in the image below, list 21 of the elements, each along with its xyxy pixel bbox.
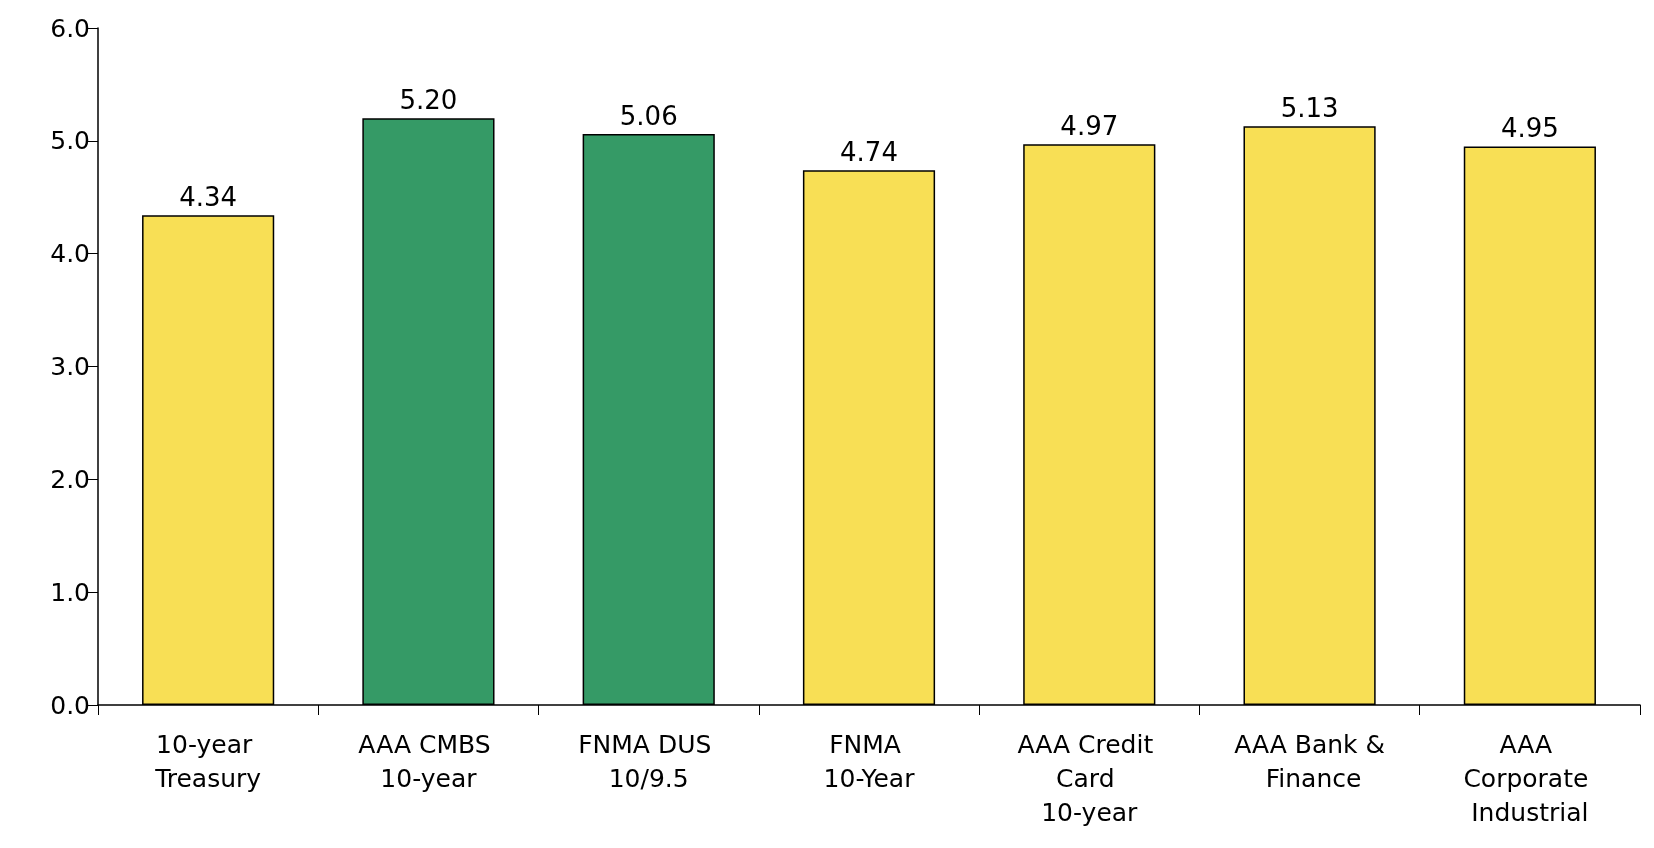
y-tick-label: 4.0	[50, 239, 90, 269]
data-label: 4.97	[1060, 111, 1119, 142]
x-tick-label: FNMA 10-Year	[823, 729, 916, 793]
x-tick-label: AAA Corporate Industrial	[1463, 729, 1597, 827]
x-tick-label: 10-year Treasury	[154, 729, 262, 793]
x-tick-label: AAA Bank & Finance	[1234, 729, 1386, 793]
data-label: 5.06	[619, 101, 678, 132]
data-label: 4.74	[840, 137, 898, 168]
x-tick-label: FNMA DUS 10/9.5	[578, 729, 720, 793]
y-tick-label: 2.0	[50, 464, 90, 494]
x-tick-label: AAA Credit Card 10-year	[1017, 729, 1162, 827]
y-tick-label: 3.0	[50, 352, 90, 381]
data-label: 4.95	[1500, 113, 1559, 144]
y-tick-label: 1.0	[50, 577, 90, 607]
data-label: 5.20	[399, 85, 458, 116]
x-tick-label: AAA CMBS 10-year	[358, 729, 499, 793]
y-tick-label: 6.0	[50, 13, 90, 43]
y-tick-label: 0.0	[50, 690, 90, 720]
data-label: 4.34	[179, 182, 238, 213]
data-label: 5.13	[1280, 93, 1339, 124]
y-tick-label: 5.0	[50, 126, 90, 156]
